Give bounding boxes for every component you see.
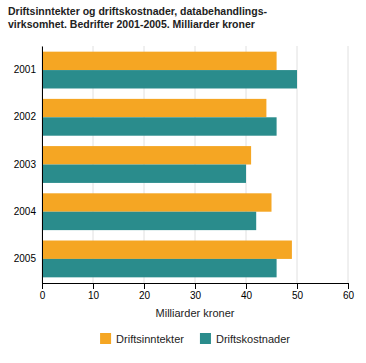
x-tick: 0 [40, 283, 46, 301]
tick-mark [297, 283, 298, 289]
bar [42, 193, 272, 211]
y-tick: 2004 [14, 206, 42, 217]
legend-item: Driftsinntekter [100, 333, 184, 345]
x-label: Milliarder kroner [156, 307, 235, 319]
tick-label: 40 [241, 290, 253, 301]
tick-mark [144, 283, 145, 289]
bar [42, 212, 256, 230]
title-line: virksomhet. Bedrifter 2001-2005. Milliar… [8, 18, 255, 30]
title-line: Driftsinntekter og driftskostnader, data… [8, 5, 268, 17]
bar [42, 70, 297, 88]
y-tick: 2005 [14, 253, 42, 264]
tick-label: 2002 [14, 111, 37, 122]
bar [42, 241, 292, 259]
plot: 0 10 20 30 40 50 60 2001 2002 2003 2004 2005 Milliar… [14, 46, 355, 319]
tick-label: 20 [139, 290, 151, 301]
tick-label: 2005 [14, 253, 37, 264]
series [42, 70, 297, 277]
chart: Driftsinntekter og driftskostnader, data… [0, 0, 366, 363]
tick-label: 10 [88, 290, 100, 301]
tick-mark [93, 283, 94, 289]
tick-label: 2003 [14, 159, 37, 170]
bar [42, 117, 277, 135]
tick-mark [246, 283, 247, 289]
legend-swatch [100, 333, 111, 344]
legend-label: Driftskostnader [216, 333, 290, 345]
legend-swatch [200, 333, 211, 344]
y-tick: 2001 [14, 64, 42, 75]
legend: Driftsinntekter Driftskostnader [100, 333, 290, 345]
legend-item: Driftskostnader [200, 333, 290, 345]
axis-line [42, 47, 43, 284]
bar [42, 259, 277, 277]
tick-label: 50 [292, 290, 304, 301]
tick-label: 2001 [14, 64, 37, 75]
tick-label: 2004 [14, 206, 37, 217]
grid-line [348, 46, 349, 283]
bar [42, 52, 277, 70]
x-tick: 10 [88, 283, 100, 301]
legend-label: Driftsinntekter [116, 333, 184, 345]
tick-mark [195, 283, 196, 289]
axis-line [43, 284, 349, 290]
x-tick: 30 [190, 283, 202, 301]
grid [42, 46, 348, 283]
title: Driftsinntekter og driftskostnader, data… [8, 5, 268, 30]
y-axis: 2001 2002 2003 2004 2005 [14, 47, 43, 284]
tick-label: 0 [40, 290, 46, 301]
bar [42, 146, 251, 164]
grid-line [42, 46, 43, 283]
bars [42, 52, 297, 278]
x-tick: 60 [343, 283, 355, 301]
bar [42, 99, 266, 117]
tick-label: 60 [343, 290, 355, 301]
tick-label: 30 [190, 290, 202, 301]
bar [42, 165, 246, 183]
tick-mark [348, 283, 349, 289]
y-tick: 2003 [14, 159, 42, 170]
tick-mark [42, 283, 43, 289]
x-tick: 40 [241, 283, 253, 301]
x-tick: 20 [139, 283, 151, 301]
x-tick: 50 [292, 283, 304, 301]
x-axis: 0 10 20 30 40 50 60 [40, 283, 355, 301]
y-tick: 2002 [14, 111, 42, 122]
